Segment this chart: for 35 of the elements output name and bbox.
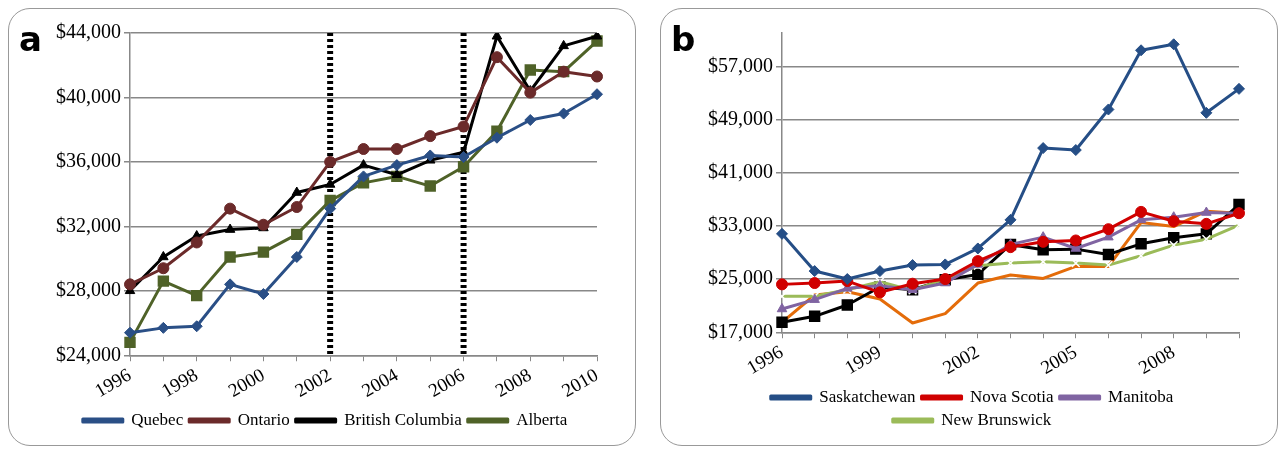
x-tick-label: 1998: [157, 363, 202, 401]
x-tick-label: 2002: [938, 340, 983, 378]
y-tick-label: $33,000: [708, 213, 773, 236]
y-tick-label: $41,000: [708, 159, 773, 182]
x-tick-label: 2008: [491, 363, 535, 401]
x-tick-label: 2000: [224, 363, 268, 401]
x-tick-label: 2002: [291, 363, 335, 401]
y-tick-label: $40,000: [56, 84, 121, 107]
legend-label: Ontario: [237, 409, 290, 429]
text: a: [19, 18, 42, 59]
y-tick-label: $49,000: [708, 106, 773, 129]
legend-label: Saskatchewan: [819, 386, 917, 406]
legend-label: British Columbia: [344, 409, 463, 429]
x-tick-label: 1996: [91, 363, 135, 401]
y-tick-label: $28,000: [56, 278, 121, 301]
x-tick-label: 1999: [841, 340, 885, 378]
text: b: [671, 18, 696, 59]
legend-label: Nova Scotia: [970, 386, 1055, 406]
legend-label: New Brunswick: [941, 409, 1052, 429]
y-tick-label: $32,000: [56, 213, 121, 236]
x-tick-label: 2008: [1134, 340, 1179, 378]
y-tick-label: $17,000: [708, 319, 773, 342]
legend-label: Manitoba: [1108, 386, 1174, 406]
y-tick-label: $57,000: [708, 53, 773, 76]
x-tick-label: 2010: [558, 363, 602, 401]
x-tick-label: 1996: [743, 340, 787, 378]
x-tick-label: 2005: [1036, 340, 1081, 378]
y-tick-label: $24,000: [56, 342, 121, 365]
x-tick-label: 2006: [424, 363, 469, 401]
legend-label: Quebec: [131, 409, 184, 429]
legend-label: Alberta: [516, 409, 568, 429]
x-tick-label: 2004: [357, 363, 402, 401]
y-tick-label: $25,000: [708, 266, 773, 289]
y-tick-label: $44,000: [56, 20, 121, 43]
y-tick-label: $36,000: [56, 149, 121, 172]
